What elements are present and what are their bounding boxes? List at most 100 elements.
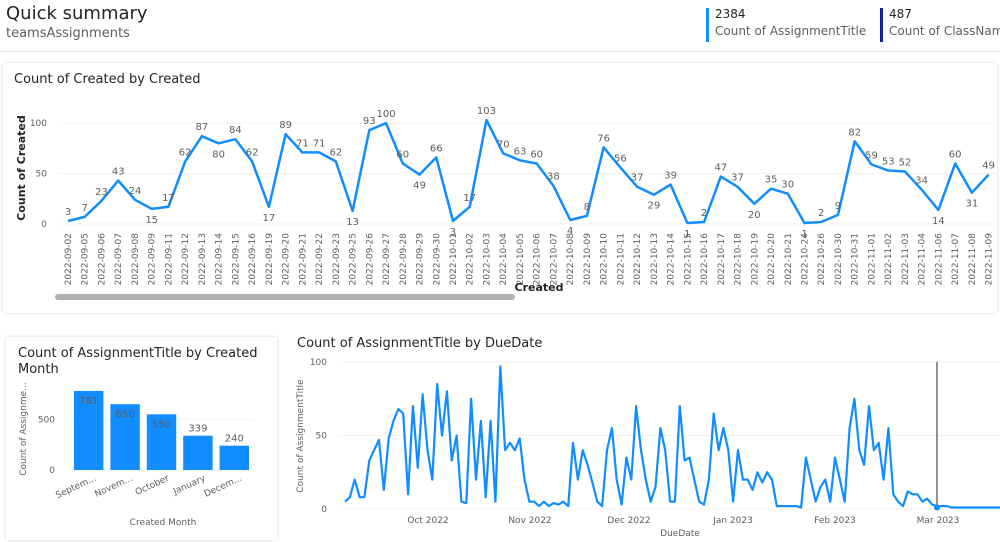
x-tick-label: 2022-10-18	[734, 233, 744, 286]
x-tick-label: 2022-10-17	[717, 233, 727, 285]
data-label: 70	[497, 139, 510, 150]
bar	[146, 414, 177, 470]
x-tick-label: 2022-09-12	[181, 233, 191, 285]
bar	[219, 445, 249, 470]
data-label: 100	[376, 109, 395, 120]
data-label: 93	[363, 116, 376, 127]
created-line-chart-panel[interactable]: Count of Created by Created 0 50 100 Count …	[3, 63, 997, 313]
data-label: 37	[731, 173, 744, 184]
data-label: 9	[835, 201, 841, 212]
x-tick-label: 2022-10-20	[767, 233, 777, 286]
x-tick-label: 2022-09-27	[382, 233, 392, 285]
kpi-accent-bar	[706, 8, 709, 42]
x-tick-label: 2022-10-07	[549, 233, 559, 285]
data-label: 82	[848, 127, 861, 138]
page-subtitle: teamsAssignments	[6, 26, 130, 41]
kpi-card-assignment-count[interactable]: 2384 Count of AssignmentTitle	[706, 6, 866, 42]
data-label: 781	[79, 396, 98, 407]
data-label: 8	[584, 202, 590, 213]
x-tick-label: 2022-10-26	[817, 233, 827, 286]
chart-title: Count of AssignmentTitle by DueDate	[297, 336, 543, 351]
x-tick-label: 2022-10-12	[633, 233, 643, 285]
x-tick-label: October	[134, 474, 171, 498]
x-tick-label: 2022-10-08	[566, 233, 576, 286]
x-tick-label: 2022-09-19	[265, 233, 275, 286]
kpi-accent-bar	[880, 8, 883, 42]
x-tick-label: 2022-09-13	[198, 233, 208, 285]
x-tick-label: 2022-10-24	[801, 233, 811, 286]
x-tick-label: 2022-09-16	[248, 233, 258, 286]
kpi-card-classname-count[interactable]: 487 Count of ClassName	[880, 6, 1000, 42]
x-tick-label: Dec 2022	[607, 516, 650, 526]
bar	[74, 390, 104, 470]
data-label: 43	[112, 167, 125, 178]
x-tick-label: Mar 2023	[917, 516, 960, 526]
duedate-line-chart-panel[interactable]: Count of AssignmentTitle by DueDate 0 50 1…	[290, 330, 1000, 542]
data-label: 56	[614, 153, 627, 164]
x-tick-label: Jan 2023	[712, 516, 753, 526]
x-tick-label: 2022-10-19	[750, 233, 760, 286]
x-tick-label: Novem...	[93, 474, 134, 500]
x-tick-label: 2022-10-11	[616, 233, 626, 285]
x-tick-label: 2022-09-26	[365, 233, 375, 286]
kpi-value: 487	[889, 7, 912, 21]
data-label: 17	[162, 193, 175, 204]
data-label: 89	[279, 120, 292, 131]
data-label: 3	[450, 227, 456, 238]
data-label: 15	[145, 215, 158, 226]
y-tick-label: 100	[30, 119, 47, 129]
y-tick-label: 0	[321, 505, 327, 515]
created-month-bar-chart-panel[interactable]: Count of AssignmentTitle by Created Mont…	[6, 337, 277, 540]
x-tick-label: 2022-10-30	[834, 233, 844, 286]
x-tick-label: 2022-10-05	[516, 233, 526, 285]
x-tick-label: 2022-11-09	[985, 233, 995, 286]
x-tick-label: 2022-11-07	[951, 233, 961, 285]
data-label: 80	[212, 149, 225, 160]
x-axis-title: DueDate	[660, 529, 700, 539]
data-label: 71	[296, 138, 309, 149]
x-tick-label: 2022-09-28	[399, 233, 409, 286]
report-header: Quick summary teamsAssignments 2384 Coun…	[0, 0, 1000, 52]
data-label: 650	[116, 409, 135, 420]
data-label: 62	[329, 147, 342, 158]
series-line	[344, 365, 1000, 509]
data-label: 62	[246, 147, 259, 158]
data-label: 63	[514, 146, 527, 157]
data-label: 34	[915, 176, 928, 187]
data-label: 35	[765, 175, 778, 186]
y-tick-label: 100	[310, 358, 327, 368]
created-month-bar-chart: 0 500 Count of Assignme... 781 Septem... 650 N…	[19, 382, 254, 528]
data-label: 76	[597, 133, 610, 144]
data-label: 240	[225, 434, 244, 445]
x-tick-label: 2022-09-05	[81, 233, 91, 285]
data-label: 17	[463, 193, 476, 204]
x-tick-label: 2022-09-14	[215, 233, 225, 286]
data-label: 59	[865, 150, 878, 161]
x-tick-label: Nov 2022	[508, 516, 551, 526]
x-tick-label: 2022-09-21	[298, 233, 308, 285]
x-tick-label: 2022-09-22	[315, 233, 325, 285]
x-tick-label: 2022-09-11	[164, 233, 174, 285]
data-label: 550	[152, 419, 171, 430]
x-tick-label: Septem...	[54, 474, 98, 501]
data-label: 52	[899, 158, 912, 169]
x-tick-label: 2022-10-15	[683, 233, 693, 285]
chart-title: Count of Created by Created	[14, 72, 201, 87]
data-label: 38	[547, 172, 560, 183]
y-axis-title: Count of AssignmentTitle	[296, 379, 306, 493]
data-label: 60	[949, 149, 962, 160]
data-label: 60	[530, 149, 543, 160]
x-tick-label: 2022-09-25	[349, 233, 359, 285]
data-label: 37	[631, 173, 644, 184]
horizontal-scrollbar	[55, 294, 515, 300]
x-tick-label: 2022-09-15	[231, 233, 241, 285]
x-tick-label: 2022-10-01	[449, 233, 459, 285]
y-tick-label: 500	[38, 415, 55, 425]
x-tick-label: 2022-09-06	[97, 233, 107, 286]
data-label: 24	[129, 186, 142, 197]
bar	[183, 435, 213, 470]
data-label: 1	[801, 229, 807, 240]
x-tick-label: 2022-10-21	[784, 233, 794, 285]
x-tick-label: 2022-10-16	[700, 233, 710, 286]
data-label: 14	[932, 216, 945, 227]
